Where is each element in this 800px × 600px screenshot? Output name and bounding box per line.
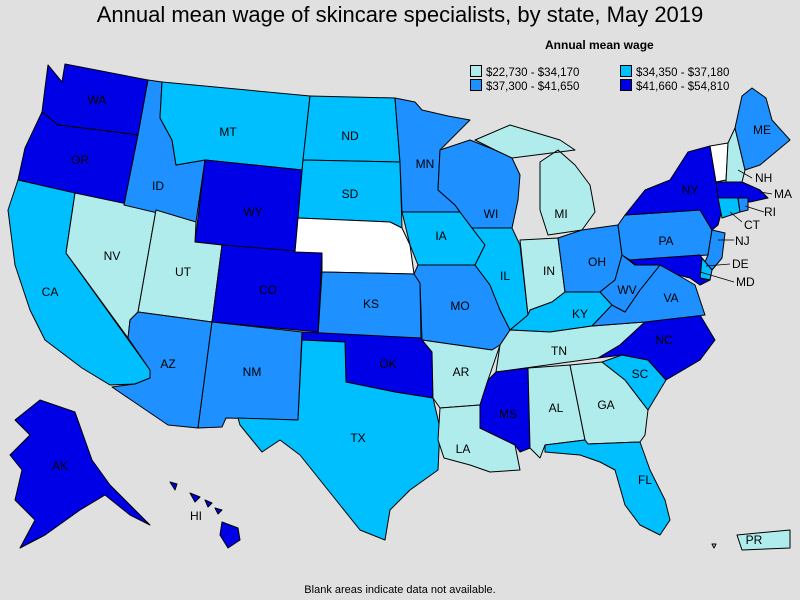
page-title: Annual mean wage of skincare specialists…: [96, 2, 704, 27]
legend-swatch: [470, 79, 482, 91]
legend-swatch: [620, 65, 632, 77]
label-nv: NV: [104, 249, 121, 263]
label-mi: MI: [554, 207, 567, 221]
label-hi: HI: [190, 509, 202, 523]
legend-item-3: $37,300 - $41,650: [470, 79, 579, 93]
legend-item-4: $41,660 - $54,810: [620, 79, 729, 93]
label-ri: RI: [764, 205, 776, 219]
state-me[interactable]: [734, 87, 791, 171]
label-il: IL: [500, 269, 510, 283]
legend-item-1: $22,730 - $34,170: [470, 65, 579, 79]
label-tx: TX: [350, 431, 365, 445]
label-ca: CA: [42, 285, 59, 299]
label-wi: WI: [484, 207, 499, 221]
label-nj: NJ: [735, 234, 750, 248]
label-mt: MT: [219, 125, 237, 139]
label-ok: OK: [379, 357, 396, 371]
state-nc[interactable]: [597, 314, 716, 381]
label-ks: KS: [363, 297, 379, 311]
label-wy: WY: [243, 205, 262, 219]
label-co: CO: [259, 283, 277, 297]
legend-item-2: $34,350 - $37,180: [620, 65, 729, 79]
state-tx[interactable]: [237, 339, 441, 541]
label-pa: PA: [658, 234, 673, 248]
label-id: ID: [152, 179, 164, 193]
label-md: MD: [736, 275, 755, 289]
label-nh: NH: [755, 171, 772, 185]
label-fl: FL: [638, 473, 652, 487]
state-md[interactable]: [629, 254, 711, 286]
label-ak: AK: [52, 459, 68, 473]
label-wv: WV: [617, 283, 636, 297]
label-nd: ND: [341, 129, 359, 143]
state-hi[interactable]: [169, 481, 241, 549]
label-mn: MN: [416, 157, 435, 171]
label-ms: MS: [499, 407, 517, 421]
label-az: AZ: [160, 357, 175, 371]
legend-title: Annual mean wage: [545, 38, 654, 52]
state-mi[interactable]: [474, 124, 596, 236]
label-de: DE: [732, 257, 749, 271]
label-me: ME: [753, 123, 771, 137]
label-nm: NM: [243, 365, 262, 379]
label-pr: PR: [746, 533, 763, 547]
label-ky: KY: [572, 307, 588, 321]
label-wa: WA: [88, 93, 107, 107]
footnote: Blank areas indicate data not available.: [304, 584, 496, 596]
label-sc: SC: [632, 367, 649, 381]
label-sd: SD: [342, 187, 359, 201]
label-nc: NC: [655, 333, 673, 347]
state-ak[interactable]: [9, 399, 151, 549]
state-ct[interactable]: [717, 197, 741, 219]
label-ga: GA: [597, 398, 614, 412]
label-oh: OH: [588, 255, 606, 269]
label-al: AL: [549, 401, 564, 415]
label-ar: AR: [453, 365, 470, 379]
state-pr[interactable]: [711, 529, 791, 551]
label-ct: CT: [744, 218, 761, 232]
legend-swatch: [620, 79, 632, 91]
label-ia: IA: [435, 229, 446, 243]
state-nh[interactable]: [725, 127, 746, 183]
label-ma: MA: [774, 187, 792, 201]
label-ny: NY: [682, 183, 699, 197]
label-va: VA: [663, 291, 678, 305]
state-fl[interactable]: [544, 439, 671, 536]
state-il[interactable]: [471, 227, 529, 331]
label-in: IN: [543, 264, 555, 278]
label-or: OR: [71, 153, 89, 167]
label-tn: TN: [551, 344, 567, 358]
label-ut: UT: [175, 265, 192, 279]
label-la: LA: [456, 442, 471, 456]
legend-swatch: [470, 65, 482, 77]
state-ri[interactable]: [737, 197, 749, 213]
label-mo: MO: [450, 299, 469, 313]
